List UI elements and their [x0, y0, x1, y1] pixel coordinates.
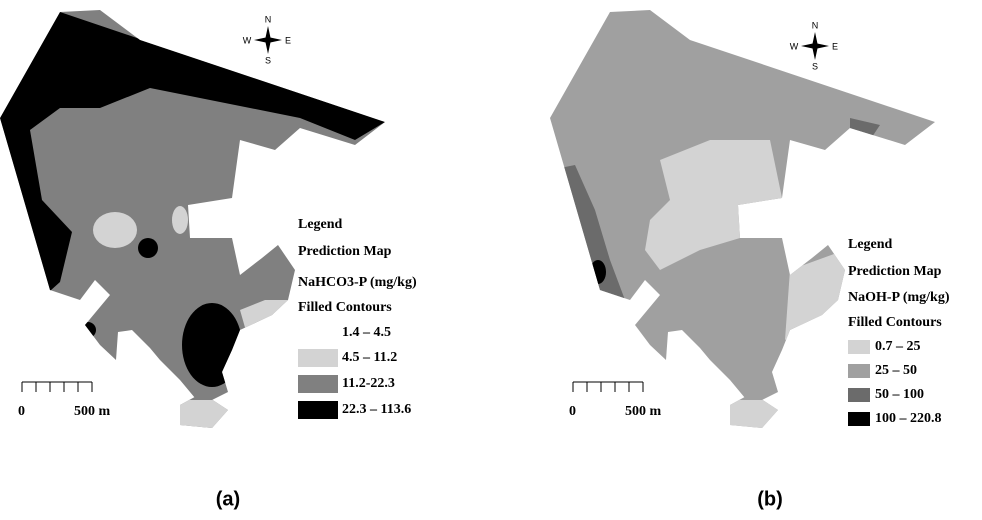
legend-variable: NaHCO3-P (mg/kg)	[298, 275, 417, 290]
legend-class-label: 1.4 – 4.5	[342, 325, 391, 340]
scale-bar	[21, 381, 93, 392]
compass-n: N	[265, 14, 272, 24]
compass-arrow	[801, 32, 829, 60]
legend-subtitle: Prediction Map	[848, 264, 942, 279]
legend-class-label: 22.3 – 113.6	[342, 402, 411, 417]
scale-start: 0	[569, 404, 576, 419]
compass-n: N	[812, 20, 819, 30]
legend-swatch	[298, 349, 338, 367]
legend-swatch	[848, 364, 870, 378]
legend-class-label: 100 – 220.8	[875, 411, 942, 426]
legend-variable: NaOH-P (mg/kg)	[848, 290, 950, 305]
scale-start: 0	[18, 404, 25, 419]
legend-subtitle: Prediction Map	[298, 244, 392, 259]
legend-class-label: 50 – 100	[875, 387, 924, 402]
legend-class-label: 4.5 – 11.2	[342, 350, 397, 365]
panel-caption: (b)	[757, 488, 783, 510]
legend-class-label: 0.7 – 25	[875, 339, 921, 354]
compass-arrow	[254, 26, 282, 54]
scale-end: 500 m	[74, 404, 111, 419]
compass-w: W	[243, 35, 252, 45]
scale-end: 500 m	[625, 404, 662, 419]
legend-title: Legend	[848, 237, 893, 252]
compass-e: E	[832, 41, 838, 51]
legend-class-label: 25 – 50	[875, 363, 917, 378]
legend-swatch	[298, 401, 338, 419]
legend-swatch	[848, 340, 870, 354]
compass-s: S	[265, 55, 271, 65]
legend-swatch	[298, 324, 338, 342]
legend-method: Filled Contours	[298, 300, 392, 315]
panel-caption: (a)	[216, 488, 240, 510]
legend-swatch	[298, 375, 338, 393]
legend-method: Filled Contours	[848, 315, 942, 330]
compass-e: E	[285, 35, 291, 45]
compass-w: W	[790, 41, 799, 51]
scale-bar	[572, 381, 644, 392]
legend-class-label: 11.2-22.3	[342, 376, 395, 391]
compass-s: S	[812, 61, 818, 71]
legend-title: Legend	[298, 217, 343, 232]
legend-swatch	[848, 388, 870, 402]
legend-swatch	[848, 412, 870, 426]
